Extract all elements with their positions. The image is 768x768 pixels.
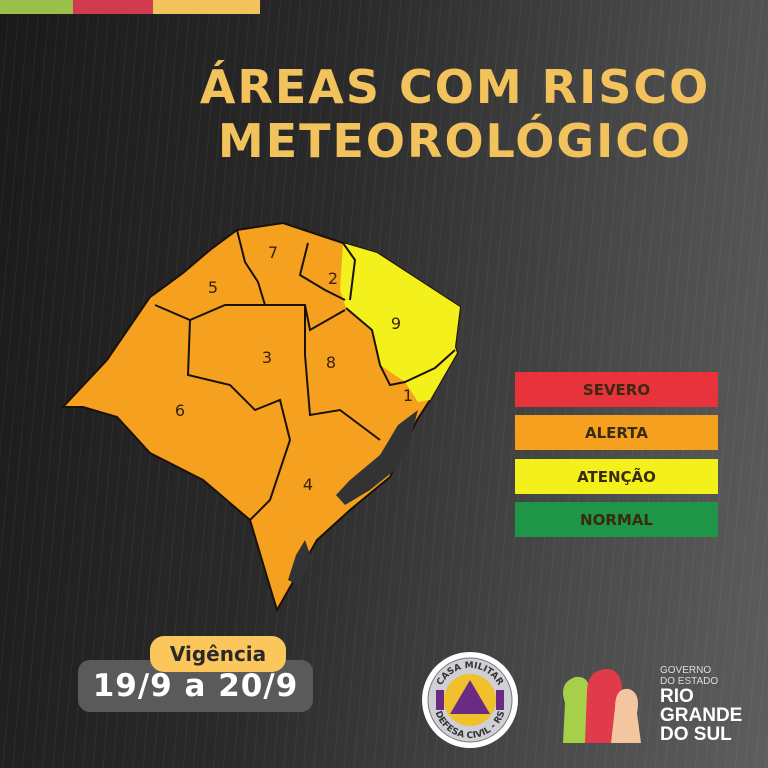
gov-line: GRANDE bbox=[660, 705, 743, 726]
gov-line: GOVERNO bbox=[660, 665, 712, 676]
validity-label: Vigência bbox=[150, 636, 286, 672]
lagoon-mirim bbox=[288, 540, 312, 585]
region-label: 7 bbox=[268, 243, 278, 262]
region-label: 1 bbox=[403, 386, 413, 405]
gov-rs-wordmark: GOVERNO DO ESTADO RIO GRANDE DO SUL bbox=[660, 665, 742, 744]
color-strip-yellow bbox=[153, 0, 260, 14]
region-label: 6 bbox=[175, 401, 185, 420]
legend-normal: NORMAL bbox=[515, 502, 718, 537]
legend-atencao: ATENÇÃO bbox=[515, 459, 718, 494]
page-title: ÁREAS COM RISCO METEOROLÓGICO bbox=[170, 60, 740, 168]
region-label: 8 bbox=[326, 353, 336, 372]
gov-rs-silhouettes-logo bbox=[562, 669, 641, 743]
region-label: 5 bbox=[208, 278, 218, 297]
gov-line: RIO bbox=[660, 686, 694, 707]
legend-severo: SEVERO bbox=[515, 372, 718, 407]
region-9-attention-area bbox=[340, 243, 460, 402]
lagoon bbox=[336, 410, 418, 505]
region-label: 2 bbox=[328, 269, 338, 288]
color-strip-green bbox=[0, 0, 73, 14]
defesa-civil-logo: CASA MILITAR DEFESA CIVIL - RS bbox=[422, 652, 518, 748]
region-label: 9 bbox=[391, 314, 401, 333]
title-line-2: METEOROLÓGICO bbox=[217, 114, 693, 168]
legend-alerta: ALERTA bbox=[515, 415, 718, 450]
region-label: 4 bbox=[303, 475, 313, 494]
region-borders bbox=[154, 229, 456, 521]
region-label: 3 bbox=[262, 348, 272, 367]
gov-line: DO ESTADO bbox=[660, 676, 719, 687]
color-strip-red bbox=[73, 0, 153, 14]
title-line-1: ÁREAS COM RISCO bbox=[199, 60, 711, 114]
gov-line: DO SUL bbox=[660, 724, 732, 745]
